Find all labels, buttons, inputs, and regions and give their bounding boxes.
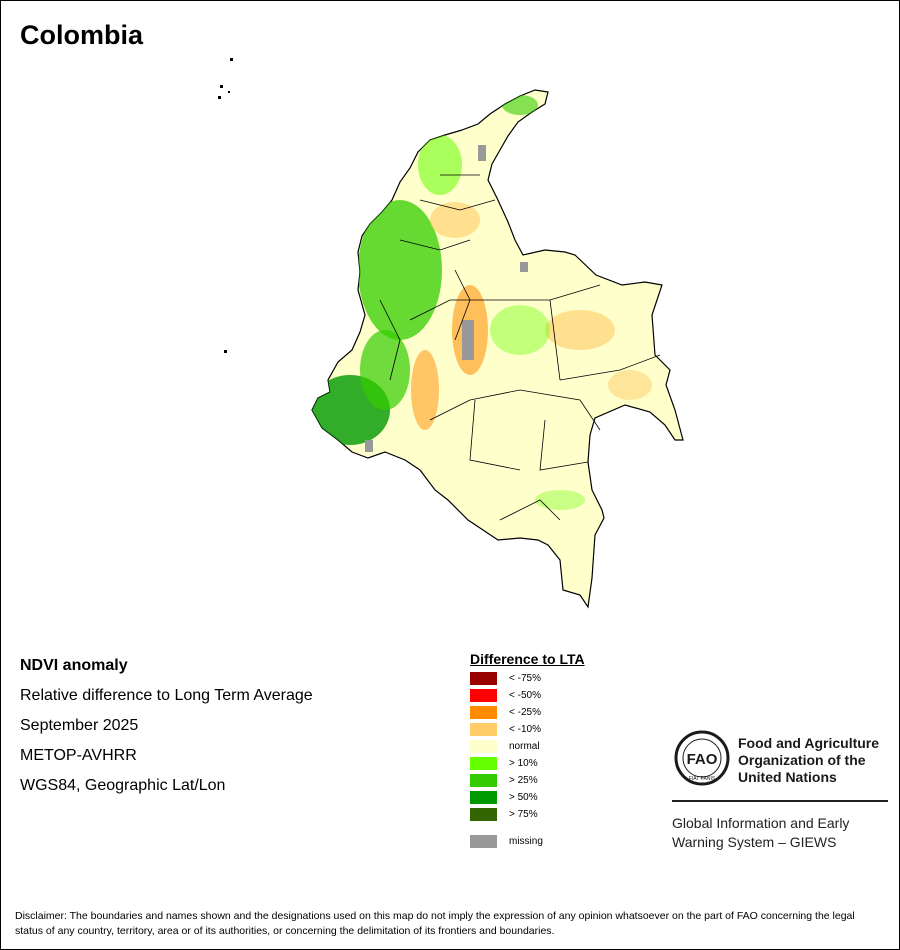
anomaly-patch bbox=[418, 135, 462, 195]
legend-swatch bbox=[470, 672, 497, 685]
legend-swatch bbox=[470, 791, 497, 804]
legend-item: < -10% bbox=[470, 723, 541, 736]
legend-swatch bbox=[470, 808, 497, 821]
legend-item: > 10% bbox=[470, 757, 538, 770]
fao-organization-name: Food and Agriculture Organization of the… bbox=[738, 735, 898, 786]
anomaly-patch bbox=[490, 305, 550, 355]
legend-item: < -50% bbox=[470, 689, 541, 702]
legend-item: > 75% bbox=[470, 808, 538, 821]
legend-title: Difference to LTA bbox=[470, 651, 585, 667]
legend-label: > 50% bbox=[509, 792, 538, 803]
giews-line: Global Information and Early bbox=[672, 815, 850, 831]
legend-swatch bbox=[470, 723, 497, 736]
product-name: NDVI anomaly bbox=[20, 657, 128, 674]
legend-swatch bbox=[470, 689, 497, 702]
islands bbox=[218, 58, 233, 353]
legend-swatch bbox=[470, 740, 497, 753]
fao-logo-motto: FIAT PANIS bbox=[689, 776, 716, 782]
missing-patch bbox=[520, 262, 528, 272]
admin-boundaries bbox=[379, 174, 661, 521]
legend-item: > 50% bbox=[470, 791, 538, 804]
legend-label: < -50% bbox=[509, 690, 541, 701]
period: September 2025 bbox=[20, 717, 139, 734]
anomaly-patch bbox=[358, 200, 442, 340]
fao-name-line: United Nations bbox=[738, 769, 837, 785]
giews-name: Global Information and Early Warning Sys… bbox=[672, 814, 892, 852]
anomaly-patch bbox=[411, 350, 439, 430]
missing-patch bbox=[478, 145, 486, 161]
anomaly-patch bbox=[608, 370, 652, 400]
fao-logo-text: FAO bbox=[687, 751, 718, 768]
legend-item: > 25% bbox=[470, 774, 538, 787]
anomaly-patch bbox=[545, 310, 615, 350]
missing-patch bbox=[365, 440, 373, 452]
legend-label: > 25% bbox=[509, 775, 538, 786]
product-description: Relative difference to Long Term Average bbox=[20, 687, 313, 704]
fao-name-line: Food and Agriculture bbox=[738, 735, 880, 751]
fao-name-line: Organization of the bbox=[738, 752, 866, 768]
legend-swatch bbox=[470, 835, 497, 848]
missing-patch bbox=[462, 320, 474, 360]
legend-label: normal bbox=[509, 741, 540, 752]
country-map bbox=[218, 58, 684, 609]
map-title: Colombia bbox=[20, 20, 144, 50]
legend-label: < -75% bbox=[509, 673, 541, 684]
legend-label: > 10% bbox=[509, 758, 538, 769]
legend-swatch bbox=[470, 757, 497, 770]
legend-item: missing bbox=[470, 835, 543, 848]
anomaly-patch bbox=[535, 490, 585, 510]
anomaly-patch bbox=[430, 202, 480, 238]
legend-item: normal bbox=[470, 740, 540, 753]
fao-logo: FAO FIAT PANIS bbox=[672, 730, 732, 791]
legend-item: < -75% bbox=[470, 672, 541, 685]
projection: WGS84, Geographic Lat/Lon bbox=[20, 777, 226, 794]
sensor: METOP-AVHRR bbox=[20, 747, 137, 764]
legend-label: > 75% bbox=[509, 809, 538, 820]
legend-label: < -25% bbox=[509, 707, 541, 718]
legend-swatch bbox=[470, 774, 497, 787]
disclaimer: Disclaimer: The boundaries and names sho… bbox=[15, 910, 855, 937]
giews-line: Warning System – GIEWS bbox=[672, 834, 837, 850]
anomaly-patch bbox=[360, 330, 410, 410]
legend-label: < -10% bbox=[509, 724, 541, 735]
legend-item: < -25% bbox=[470, 706, 541, 719]
legend-swatch bbox=[470, 706, 497, 719]
divider bbox=[672, 800, 888, 802]
legend-label: missing bbox=[509, 836, 543, 847]
legend: Difference to LTA < -75% < -50% < -25% < -1… bbox=[469, 651, 669, 848]
